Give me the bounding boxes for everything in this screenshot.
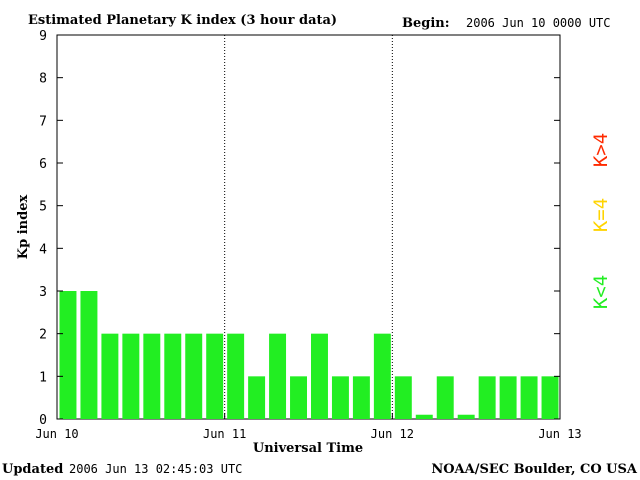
kp-bar (80, 291, 98, 419)
x-tick-label: Jun 11 (203, 427, 246, 441)
kp-bar (520, 376, 538, 419)
y-tick-label: 6 (39, 157, 47, 172)
x-tick-label: Jun 13 (538, 427, 581, 441)
updated-label: Updated (2, 462, 63, 477)
updated-value: 2006 Jun 13 02:45:03 UTC (69, 462, 242, 476)
y-tick-label: 2 (39, 328, 47, 343)
kp-bar (59, 291, 77, 419)
x-axis-title: Universal Time (253, 441, 363, 456)
kp-bar (248, 376, 266, 419)
y-tick-label: 4 (39, 242, 47, 257)
kp-bar (394, 376, 412, 419)
y-tick-label: 3 (39, 285, 47, 300)
kp-bar (352, 376, 370, 419)
y-tick-label: 0 (39, 413, 47, 428)
y-axis-title: Kp index (16, 195, 31, 260)
credit-text: NOAA/SEC Boulder, CO USA (431, 462, 638, 477)
kp-bar (290, 376, 307, 419)
kp-bar (457, 414, 475, 419)
kp-bar (101, 333, 119, 419)
kp-bar (122, 333, 140, 419)
kp-bar (185, 333, 203, 419)
kp-bar (373, 333, 391, 419)
kp-bar (499, 376, 517, 419)
x-tick-label: Jun 10 (35, 427, 78, 441)
legend-k-gt-4: K>4 (590, 133, 612, 167)
kp-bar (206, 333, 224, 419)
legend-k-lt-4: K<4 (590, 275, 612, 309)
kp-bar (227, 333, 245, 419)
kp-bar (415, 414, 433, 419)
y-tick-label: 1 (39, 370, 47, 385)
y-tick-label: 9 (39, 29, 47, 44)
kp-bar (436, 376, 454, 419)
kp-bar (478, 376, 496, 419)
kp-bar (269, 333, 287, 419)
kp-bar (541, 376, 559, 419)
x-tick-label: Jun 12 (371, 427, 414, 441)
y-tick-label: 8 (39, 72, 47, 87)
y-axis-ticks: 0 1 2 3 4 5 6 7 8 9 (39, 29, 560, 428)
begin-value: 2006 Jun 10 0000 UTC (466, 16, 611, 30)
plot-area (56, 34, 561, 420)
y-tick-label: 5 (39, 200, 47, 215)
kp-bar (143, 333, 161, 419)
chart-title: Estimated Planetary K index (3 hour data… (28, 13, 337, 28)
kp-bar (164, 333, 182, 419)
legend-k-eq-4: K=4 (590, 198, 612, 232)
x-axis-ticks: Jun 10 Jun 11 Jun 12 Jun 13 (35, 413, 582, 441)
begin-label: Begin: (402, 16, 450, 31)
kp-bar (331, 376, 349, 419)
day-dividers (224, 35, 393, 419)
kp-bar (311, 333, 328, 419)
y-tick-label: 7 (39, 114, 47, 129)
bars (59, 291, 559, 419)
